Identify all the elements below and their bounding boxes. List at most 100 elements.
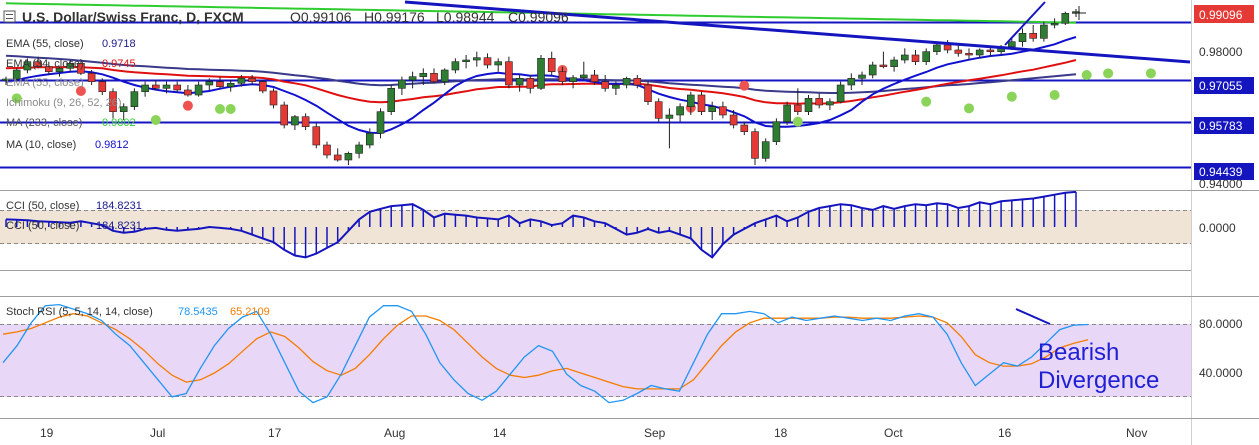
- candle-body-89: [954, 49, 963, 54]
- candle-body-96: [1029, 33, 1037, 39]
- ohlc-open: O0.99106: [290, 9, 352, 25]
- price-axis-labels: 0.99096 0.98000 0.97055 0.95783 0.94439 …: [1194, 5, 1254, 191]
- candle-body-26: [280, 104, 289, 126]
- candle-body-31: [333, 154, 342, 161]
- ascending-trendline: [1004, 1, 1046, 46]
- candle-body-71: [761, 141, 770, 159]
- candle-body-29: [312, 126, 321, 146]
- candle-body-40: [430, 73, 438, 82]
- candle-body-1: [12, 69, 21, 80]
- candle-body-87: [933, 44, 941, 52]
- divergence-trendline: [1015, 308, 1051, 325]
- price-axis[interactable]: [1192, 0, 1259, 445]
- candle-body-14: [152, 84, 160, 89]
- stoch-axis-tick-80: 80.0000: [1199, 317, 1243, 331]
- level-tag-2: [1194, 117, 1254, 134]
- candle-body-4: [44, 66, 53, 72]
- x-label-aug: Aug: [384, 426, 405, 440]
- stoch-band: [0, 324, 1191, 397]
- stoch-d-value: 65.2109: [230, 306, 270, 318]
- candle-body-44: [472, 57, 481, 61]
- trendlines: [404, 0, 1191, 64]
- candle-body-49: [526, 78, 535, 89]
- current-price-tag: [1194, 5, 1254, 23]
- candle-body-36: [387, 88, 396, 112]
- ohlc-high: H0.99176: [364, 9, 425, 25]
- candle-body-90: [965, 53, 973, 56]
- candle-body-51: [547, 58, 556, 72]
- candle-body-94: [1007, 41, 1016, 47]
- candle-body-21: [226, 83, 235, 87]
- collapse-icon[interactable]: [3, 10, 16, 23]
- ichimoku-dot-green-8: [1049, 90, 1060, 100]
- candle-body-84: [900, 54, 909, 61]
- time-axis[interactable]: 19 Jul 17 Aug 14 Sep 18 Oct 16 Nov: [40, 426, 1147, 440]
- candle-body-75: [804, 98, 813, 112]
- ichimoku-dot-green-4: [792, 116, 803, 127]
- ichimoku-dot-red-1: [182, 100, 193, 111]
- price-tick-2: 0.94000: [1199, 177, 1243, 191]
- candle-body-35: [376, 111, 385, 134]
- candle-body-62: [665, 114, 674, 119]
- stoch-lines: [2, 303, 1089, 404]
- cci-label-2: CCI (50, close): [6, 220, 79, 232]
- indicator-legend: EMA (55, close) 0.9718 EMA (34, close) 0…: [6, 38, 270, 318]
- x-label-sep: Sep: [644, 426, 666, 440]
- candle-body-19: [205, 81, 214, 86]
- candle-body-59: [633, 78, 642, 86]
- ema55-label: EMA (55, close): [6, 38, 84, 50]
- candle-body-41: [440, 69, 449, 82]
- candle-body-55: [590, 74, 599, 82]
- ma10-value: 0.9812: [95, 139, 129, 151]
- candle-body-27: [291, 116, 299, 126]
- candle-body-2: [23, 61, 32, 71]
- candle-body-60: [644, 84, 652, 102]
- candle-body-39: [419, 73, 428, 77]
- candle-body-42: [451, 61, 460, 71]
- candle-body-65: [697, 94, 706, 112]
- candle-body-53: [569, 77, 577, 82]
- candle-body-85: [911, 54, 920, 62]
- ichimoku-dot-red-4: [739, 80, 750, 91]
- candle-body-13: [141, 84, 149, 92]
- ohlc-low: L0.98944: [436, 9, 495, 25]
- candle-body-5: [55, 68, 64, 72]
- ichimoku-dot-green-3: [225, 104, 236, 114]
- x-label-oct: Oct: [884, 426, 903, 440]
- candle-body-82: [879, 64, 888, 67]
- chart-header: U.S. Dollar/Swiss Franc, D, FXCM O0.9910…: [3, 9, 569, 25]
- candle-body-43: [462, 59, 470, 62]
- ichimoku-dot-green-0: [11, 93, 22, 104]
- candle-body-69: [740, 124, 749, 132]
- ema34-value: 0.9745: [102, 58, 136, 70]
- ichimoku-label: Ichimoku (9, 26, 52, 26): [6, 97, 122, 109]
- candle-body-54: [579, 74, 588, 78]
- ichimoku-dot-green-9: [1081, 70, 1092, 80]
- candle-body-57: [612, 84, 620, 89]
- ohlc-close: C0.99096: [508, 9, 569, 25]
- x-label-18: 18: [774, 426, 788, 440]
- x-label-19: 19: [40, 426, 54, 440]
- candle-body-28: [301, 116, 310, 127]
- candle-body-77: [826, 101, 834, 106]
- candle-body-30: [323, 144, 331, 156]
- candle-body-34: [365, 133, 374, 146]
- candle-body-72: [772, 121, 781, 142]
- candle-body-64: [686, 94, 695, 107]
- candle-body-52: [558, 71, 567, 82]
- price-tick-1: 0.98000: [1199, 45, 1243, 59]
- ema-hidden-label: EMA (55, close): [6, 77, 84, 89]
- candle-body-6: [66, 63, 74, 69]
- candle-body-16: [173, 84, 181, 91]
- ichimoku-dot-green-11: [1145, 68, 1156, 79]
- ichimoku-dot-green-1: [150, 115, 161, 125]
- candle-body-58: [622, 78, 631, 86]
- candle-body-7: [77, 63, 85, 74]
- cci-value-1: 184.8231: [96, 200, 142, 212]
- cci-line: [5, 190, 1077, 259]
- ichimoku-dot-green-2: [215, 104, 225, 114]
- stoch-axis-tick-40: 40.0000: [1199, 366, 1243, 380]
- candle-body-79: [847, 78, 856, 86]
- ichimoku-dot-green-5: [921, 96, 932, 107]
